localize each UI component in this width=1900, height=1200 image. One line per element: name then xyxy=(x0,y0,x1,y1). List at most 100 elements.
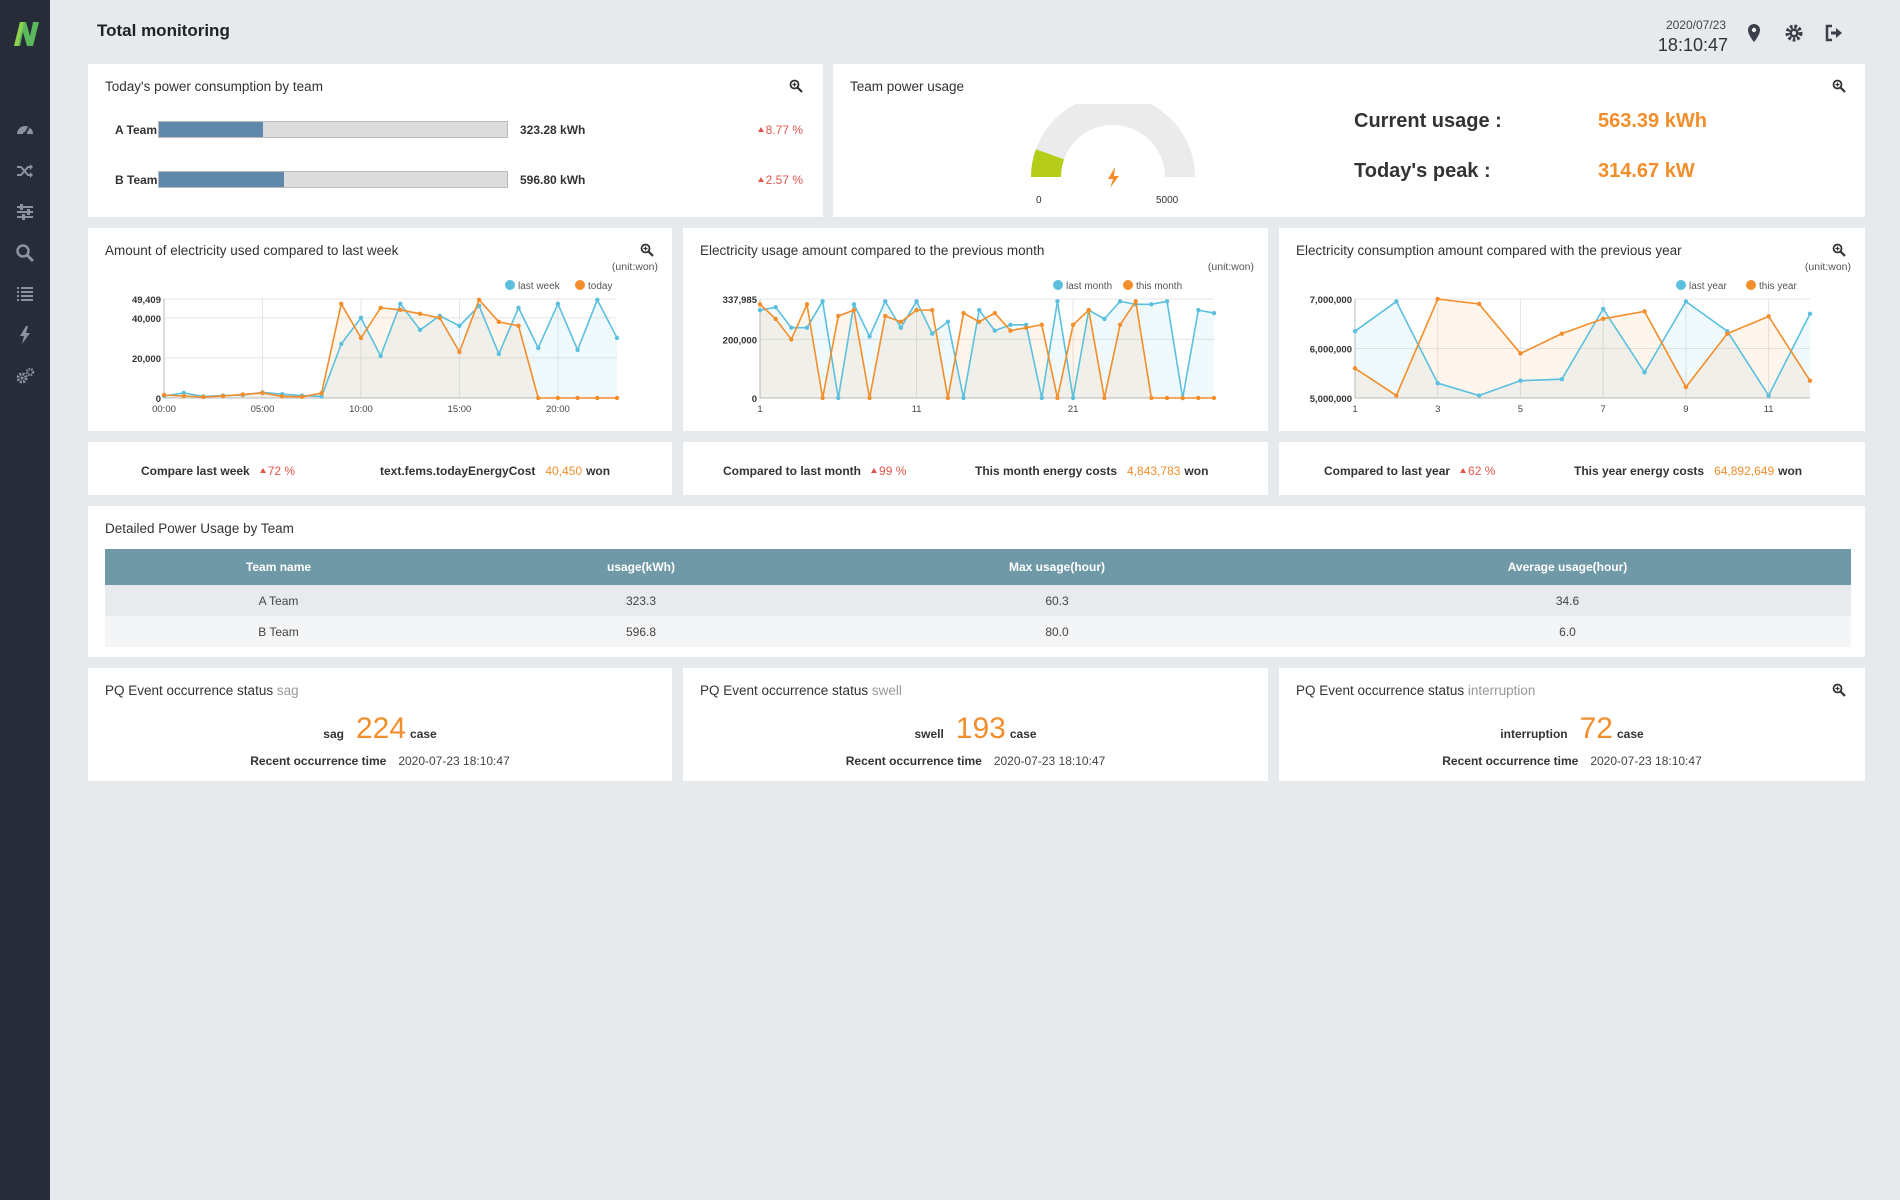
search-icon[interactable] xyxy=(13,241,37,265)
table-cell: B Team xyxy=(105,616,452,647)
x-tick-label: 00:00 xyxy=(152,404,176,415)
pq-time-line: Recent occurrence time 2020-07-23 18:10:4… xyxy=(845,754,1106,768)
map-marker-icon[interactable] xyxy=(1743,22,1765,44)
data-point xyxy=(820,299,825,304)
data-point xyxy=(1683,299,1689,304)
data-point xyxy=(1518,351,1523,356)
zoom-icon[interactable] xyxy=(1832,79,1848,95)
data-point xyxy=(1435,296,1440,302)
table-cell: 80.0 xyxy=(830,616,1284,647)
data-point xyxy=(457,323,462,329)
data-point xyxy=(1070,395,1076,401)
zoom-icon[interactable] xyxy=(1832,243,1848,259)
series-line xyxy=(759,299,1214,399)
pq-swell-card: PQ Event occurrence status swell swell 19… xyxy=(683,668,1268,781)
data-point xyxy=(867,395,872,401)
column-header[interactable]: Max usage(hour) xyxy=(830,549,1284,585)
shuffle-icon[interactable] xyxy=(13,159,37,183)
data-point xyxy=(804,325,810,330)
table-row[interactable]: A Team 323.3 60.3 34.6 xyxy=(105,585,1851,616)
data-point xyxy=(1435,380,1440,386)
gauge-max: 5000 xyxy=(1156,195,1179,206)
up-arrow-icon xyxy=(871,468,878,473)
data-point xyxy=(773,316,778,322)
data-point xyxy=(457,349,462,355)
data-point xyxy=(339,301,344,307)
x-tick-label: 15:00 xyxy=(448,404,472,415)
pq-count: 224 xyxy=(355,712,407,745)
data-point xyxy=(1070,322,1076,327)
monthly-comparison-chart-card: Electricity usage amount compared to the… xyxy=(683,228,1268,431)
y-tick-label: 0 xyxy=(156,394,161,405)
data-point xyxy=(575,395,580,401)
data-point xyxy=(417,311,423,317)
y-tick-label: 40,000 xyxy=(132,314,161,325)
card-title: Team power usage xyxy=(850,79,965,94)
gauge-track xyxy=(1031,104,1195,177)
data-point xyxy=(358,315,364,321)
dashboard-icon[interactable] xyxy=(13,118,37,142)
header-time: 18:10:47 xyxy=(1657,35,1728,55)
data-point xyxy=(992,310,998,316)
zoom-icon[interactable] xyxy=(1832,683,1848,699)
data-point xyxy=(555,395,561,401)
data-point xyxy=(1133,299,1138,304)
data-point xyxy=(867,334,872,339)
yearly-comparison-chart-card: Electricity consumption amount compared … xyxy=(1279,228,1865,431)
data-point xyxy=(1117,299,1123,304)
bolt-icon[interactable] xyxy=(13,323,37,347)
legend-label: last year xyxy=(1689,281,1727,292)
data-point xyxy=(181,390,186,396)
sliders-icon[interactable] xyxy=(13,200,37,224)
column-header[interactable]: Average usage(hour) xyxy=(1284,549,1851,585)
legend-label: last week xyxy=(518,281,561,292)
data-point xyxy=(1149,302,1154,307)
data-point xyxy=(773,304,778,310)
data-point xyxy=(1102,316,1107,322)
line-chart: (unit:won) last month this month 0 200,000 33… xyxy=(723,261,1254,415)
cost-item: text.fems.todayEnergyCost 40,450 won xyxy=(380,464,611,478)
data-point xyxy=(319,390,324,396)
line-chart: (unit:won) last year this year 5,000,000 6,0… xyxy=(1310,261,1851,415)
zoom-icon[interactable] xyxy=(640,243,656,259)
gear-icon[interactable] xyxy=(1783,22,1805,44)
up-arrow-icon xyxy=(259,468,266,473)
compare-item: Compared to last month 99 % xyxy=(723,464,907,478)
team-usage-bar xyxy=(158,171,508,188)
list-icon[interactable] xyxy=(13,282,37,306)
table-row[interactable]: B Team 596.8 80.0 6.0 xyxy=(105,616,1851,647)
x-tick-label: 1 xyxy=(1352,404,1357,415)
team-power-usage-card: Team power usage 0 5000 Current usage : … xyxy=(833,64,1865,217)
data-point xyxy=(614,395,620,401)
data-point xyxy=(976,307,982,313)
data-point xyxy=(789,337,794,342)
legend-marker xyxy=(1123,280,1133,290)
logout-icon[interactable] xyxy=(1823,22,1845,44)
data-point xyxy=(1394,299,1399,304)
data-point xyxy=(339,341,344,347)
data-point xyxy=(476,297,482,303)
data-point xyxy=(930,307,935,313)
column-header[interactable]: usage(kWh) xyxy=(452,549,830,585)
card-title: PQ Event occurrence status interruption xyxy=(1296,683,1536,698)
data-point xyxy=(1149,395,1154,401)
data-point xyxy=(1102,395,1107,401)
chart-title: Amount of electricity used compared to l… xyxy=(105,243,399,258)
data-point xyxy=(883,313,888,319)
data-point xyxy=(930,331,935,336)
data-point xyxy=(1518,378,1523,383)
chart-title: Electricity usage amount compared to the… xyxy=(700,243,1045,258)
column-header[interactable]: Team name xyxy=(105,549,452,585)
table-cell: 34.6 xyxy=(1284,585,1851,616)
data-point xyxy=(961,310,966,316)
peak-label: Today's peak : xyxy=(1354,160,1491,182)
header-date: 2020/07/23 xyxy=(1665,18,1726,32)
app-logo[interactable] xyxy=(10,18,42,50)
data-point xyxy=(496,351,502,357)
team-usage-change: 2.57 % xyxy=(757,173,803,187)
pq-sag-card: PQ Event occurrence status sag sag 224 cas… xyxy=(88,668,672,781)
data-point xyxy=(1352,328,1358,334)
zoom-icon[interactable] xyxy=(789,79,805,95)
data-point xyxy=(1117,322,1123,327)
cogs-icon[interactable] xyxy=(13,364,37,388)
